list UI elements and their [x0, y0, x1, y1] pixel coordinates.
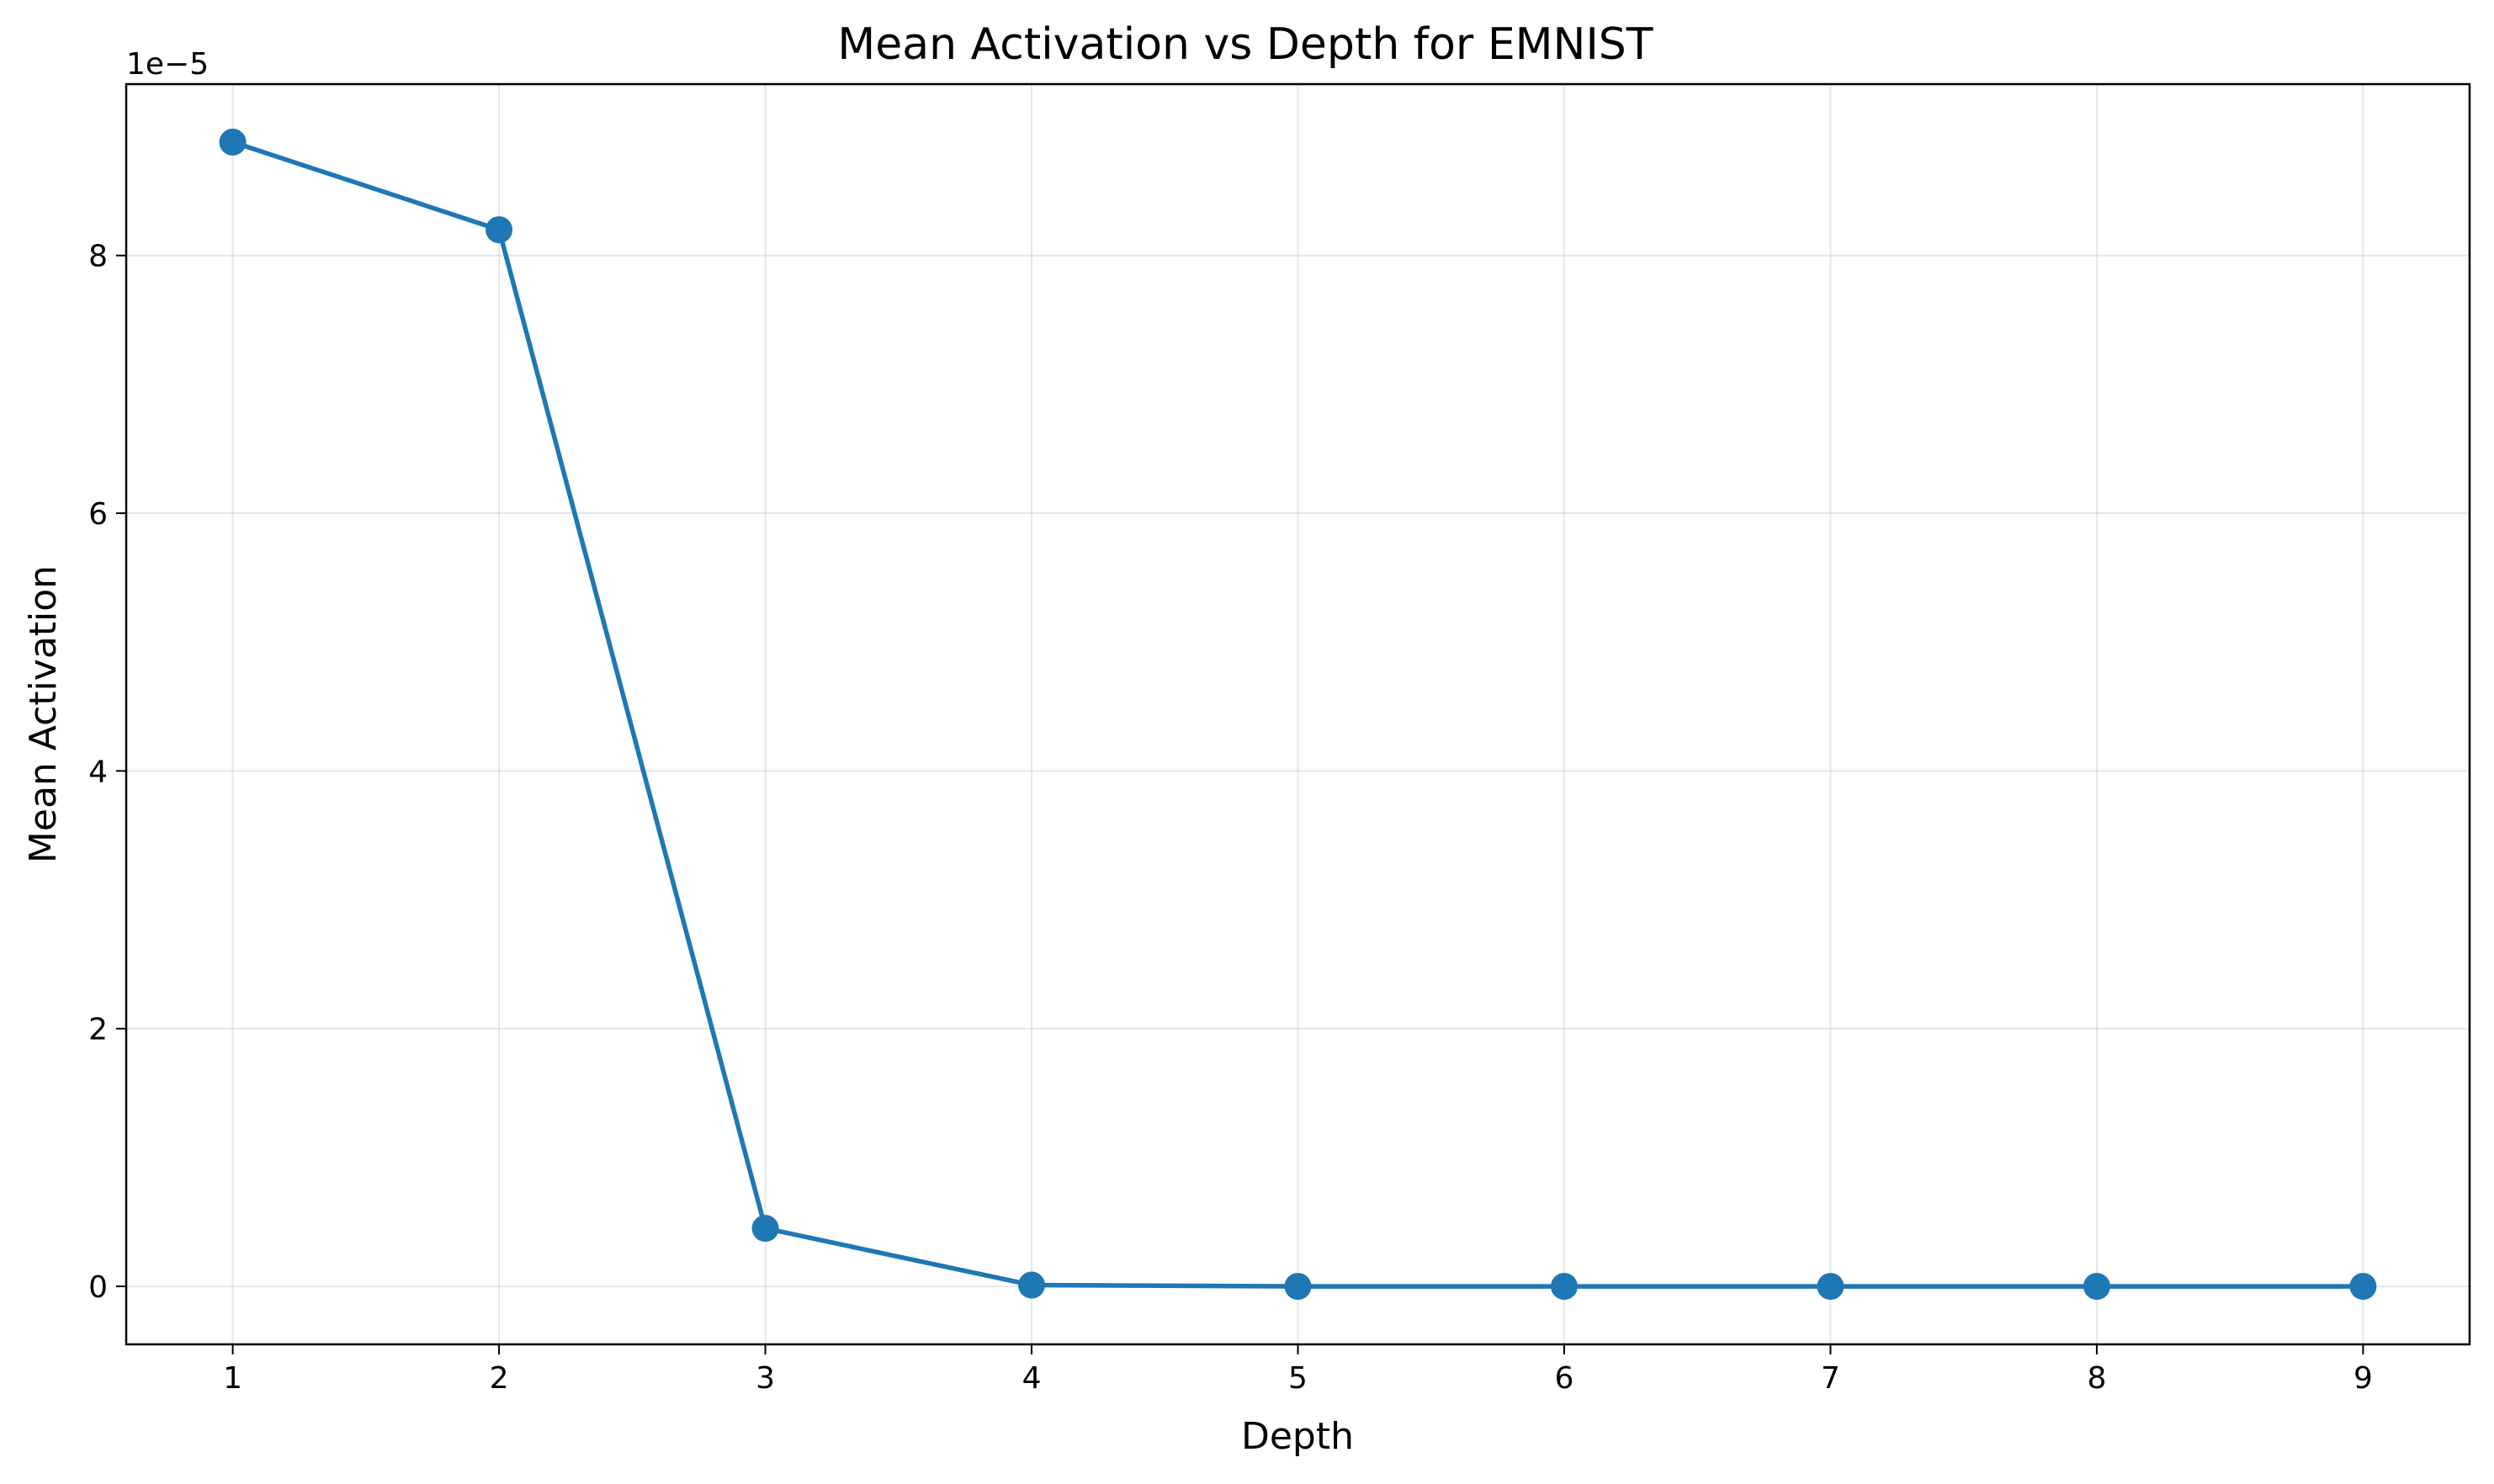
x-axis-ticks: 1 2 3 4 5 6 7 8 9 — [223, 1344, 2373, 1396]
x-tick-label: 7 — [1821, 1361, 1840, 1396]
x-tick-label: 5 — [1288, 1361, 1308, 1396]
x-tick: 6 — [1555, 1344, 1574, 1396]
x-tick-label: 9 — [2353, 1361, 2373, 1396]
data-point — [2083, 1273, 2110, 1301]
x-tick: 5 — [1288, 1344, 1308, 1396]
y-tick-label: 4 — [88, 755, 108, 789]
y-tick: 2 — [88, 1013, 126, 1047]
x-tick-label: 1 — [223, 1361, 242, 1396]
series-layer — [219, 128, 2377, 1301]
data-point — [1018, 1271, 1046, 1299]
y-tick-label: 0 — [88, 1270, 108, 1305]
x-tick-label: 4 — [1022, 1361, 1042, 1396]
y-tick: 6 — [88, 497, 126, 532]
y-tick: 4 — [88, 755, 126, 789]
data-point — [2349, 1273, 2377, 1301]
x-tick: 9 — [2353, 1344, 2373, 1396]
data-point — [1284, 1273, 1312, 1301]
y-axis-label: Mean Activation — [22, 565, 65, 863]
x-axis-label: Depth — [1241, 1415, 1354, 1458]
y-tick: 8 — [88, 240, 126, 274]
x-tick: 7 — [1821, 1344, 1840, 1396]
x-tick-label: 8 — [2087, 1361, 2106, 1396]
x-tick: 4 — [1022, 1344, 1042, 1396]
x-tick-label: 6 — [1555, 1361, 1574, 1396]
data-point — [751, 1215, 779, 1243]
y-offset-label: 1e−5 — [126, 47, 209, 82]
y-tick-label: 8 — [88, 240, 108, 274]
x-tick: 8 — [2087, 1344, 2106, 1396]
x-tick: 1 — [223, 1344, 242, 1396]
y-axis-ticks: 0 2 4 6 8 — [88, 240, 126, 1305]
x-tick-label: 2 — [490, 1361, 509, 1396]
data-point — [219, 128, 247, 156]
x-tick-label: 3 — [756, 1361, 775, 1396]
y-tick-label: 6 — [88, 497, 108, 532]
x-gridlines — [231, 84, 2364, 1344]
x-tick: 2 — [490, 1344, 509, 1396]
data-point — [1817, 1273, 1844, 1301]
x-tick: 3 — [756, 1344, 775, 1396]
data-point — [1550, 1273, 1578, 1301]
y-tick: 0 — [88, 1270, 126, 1305]
y-tick-label: 2 — [88, 1013, 108, 1047]
data-point — [486, 216, 513, 244]
chart-title: Mean Activation vs Depth for EMNIST — [837, 19, 1653, 70]
